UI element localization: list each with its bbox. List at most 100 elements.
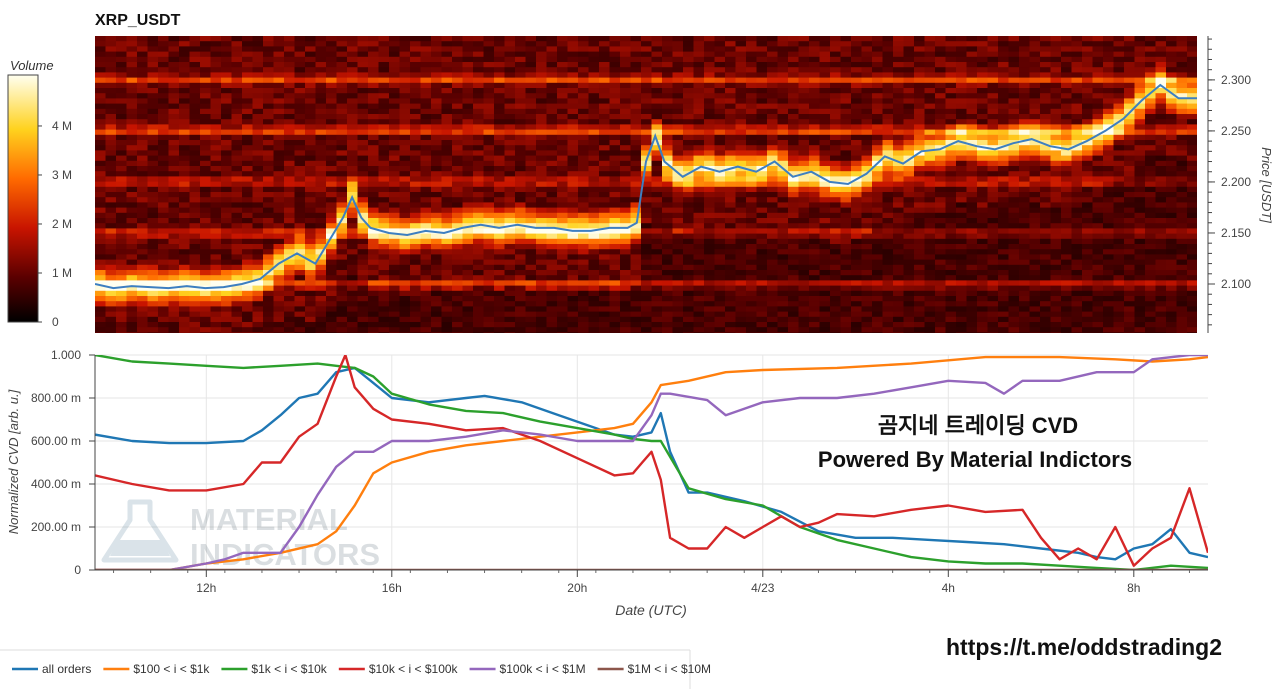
heatmap-cell	[148, 98, 159, 104]
heatmap-cell	[148, 124, 159, 130]
heatmap-cell	[694, 161, 705, 167]
heatmap-cell	[127, 67, 138, 73]
heatmap-cell	[599, 234, 610, 240]
heatmap-cell	[95, 145, 106, 151]
heatmap-cell	[389, 197, 400, 203]
heatmap-cell	[736, 280, 747, 286]
heatmap-cell	[179, 197, 190, 203]
heatmap-cell	[232, 57, 243, 63]
heatmap-cell	[935, 62, 946, 68]
heatmap-cell	[284, 249, 295, 255]
heatmap-cell	[683, 301, 694, 307]
heatmap-cell	[169, 265, 180, 271]
heatmap-cell	[190, 317, 201, 323]
heatmap-cell	[599, 254, 610, 260]
heatmap-cell	[179, 192, 190, 198]
heatmap-cell	[925, 46, 936, 52]
heatmap-cell	[757, 223, 768, 229]
heatmap-cell	[767, 57, 778, 63]
heatmap-cell	[95, 171, 106, 177]
heatmap-cell	[977, 104, 988, 110]
heatmap-cell	[316, 182, 327, 188]
heatmap-cell	[851, 104, 862, 110]
heatmap-cell	[904, 46, 915, 52]
heatmap-cell	[862, 275, 873, 281]
heatmap-cell	[652, 187, 663, 193]
heatmap-cell	[431, 130, 442, 136]
heatmap-cell	[704, 208, 715, 214]
heatmap-cell	[914, 260, 925, 266]
heatmap-cell	[473, 296, 484, 302]
heatmap-cell	[431, 234, 442, 240]
heatmap-cell	[914, 171, 925, 177]
heatmap-cell	[452, 265, 463, 271]
heatmap-cell	[788, 145, 799, 151]
heatmap-cell	[862, 104, 873, 110]
heatmap-cell	[179, 114, 190, 120]
heatmap-cell	[221, 192, 232, 198]
heatmap-cell	[505, 254, 516, 260]
heatmap-cell	[211, 98, 222, 104]
heatmap-cell	[452, 88, 463, 94]
heatmap-cell	[106, 150, 117, 156]
heatmap-cell	[316, 67, 327, 73]
heatmap-cell	[158, 124, 169, 130]
heatmap-cell	[326, 202, 337, 208]
heatmap-cell	[631, 306, 642, 312]
heatmap-cell	[368, 93, 379, 99]
heatmap-cell	[253, 202, 264, 208]
heatmap-cell	[862, 140, 873, 146]
heatmap-cell	[316, 265, 327, 271]
heatmap-cell	[169, 145, 180, 151]
heatmap-cell	[557, 176, 568, 182]
heatmap-cell	[547, 327, 558, 333]
heatmap-cell	[221, 176, 232, 182]
heatmap-cell	[599, 327, 610, 333]
heatmap-cell	[736, 223, 747, 229]
heatmap-cell	[211, 104, 222, 110]
heatmap-cell	[610, 166, 621, 172]
heatmap-cell	[788, 93, 799, 99]
heatmap-cell	[662, 260, 673, 266]
heatmap-cell	[631, 52, 642, 58]
heatmap-cell	[148, 156, 159, 162]
heatmap-cell	[316, 93, 327, 99]
heatmap-cell	[337, 140, 348, 146]
heatmap-cell	[253, 213, 264, 219]
heatmap-cell	[358, 36, 369, 42]
heatmap-cell	[809, 286, 820, 292]
heatmap-cell	[662, 291, 673, 297]
heatmap-cell	[652, 208, 663, 214]
heatmap-cell	[169, 317, 180, 323]
heatmap-cell	[452, 260, 463, 266]
heatmap-cell	[431, 83, 442, 89]
heatmap-cell	[631, 312, 642, 318]
heatmap-cell	[788, 88, 799, 94]
heatmap-cell	[715, 228, 726, 234]
heatmap-cell	[704, 130, 715, 136]
heatmap-cell	[557, 171, 568, 177]
heatmap-cell	[200, 234, 211, 240]
chart-title: XRP_USDT	[95, 12, 181, 29]
heatmap-cell	[211, 166, 222, 172]
heatmap-cell	[767, 280, 778, 286]
heatmap-cell	[715, 234, 726, 240]
heatmap-cell	[662, 202, 673, 208]
heatmap-cell	[725, 41, 736, 47]
heatmap-cell	[305, 78, 316, 84]
heatmap-cell	[305, 280, 316, 286]
heatmap-cell	[946, 166, 957, 172]
heatmap-cell	[148, 83, 159, 89]
heatmap-cell	[190, 187, 201, 193]
heatmap-cell	[799, 202, 810, 208]
heatmap-cell	[263, 296, 274, 302]
heatmap-cell	[221, 52, 232, 58]
heatmap-cell	[673, 83, 684, 89]
heatmap-cell	[704, 67, 715, 73]
heatmap-cell	[809, 213, 820, 219]
heatmap-cell	[893, 98, 904, 104]
heatmap-cell	[484, 249, 495, 255]
heatmap-cell	[358, 176, 369, 182]
heatmap-cell	[641, 36, 652, 42]
heatmap-cell	[452, 150, 463, 156]
